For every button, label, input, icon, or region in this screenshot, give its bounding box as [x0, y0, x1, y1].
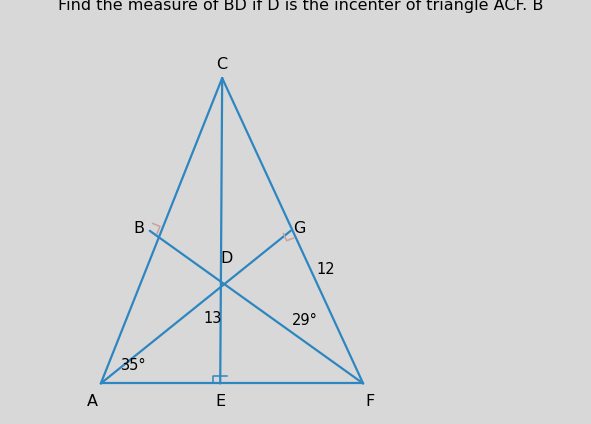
Text: B: B	[134, 221, 144, 236]
Text: 29°: 29°	[291, 313, 317, 328]
Text: Find the measure of BD if D is the incenter of triangle ACF. B: Find the measure of BD if D is the incen…	[58, 0, 543, 14]
Text: D: D	[220, 251, 233, 266]
Text: 12: 12	[317, 262, 335, 277]
Text: G: G	[293, 221, 306, 236]
Text: C: C	[217, 57, 228, 72]
Text: 13: 13	[203, 311, 222, 326]
Text: A: A	[87, 393, 98, 409]
Text: F: F	[366, 393, 375, 409]
Text: 35°: 35°	[121, 358, 147, 374]
Text: E: E	[215, 393, 225, 409]
